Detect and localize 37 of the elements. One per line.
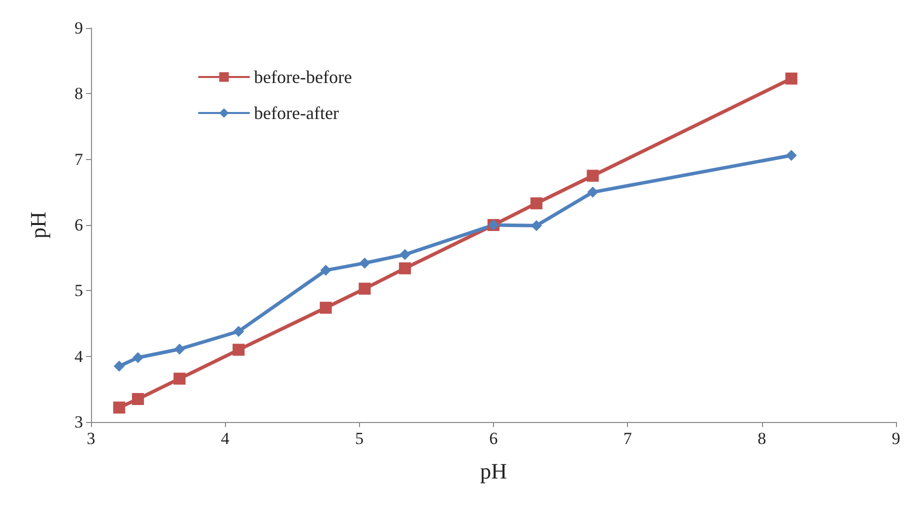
point (174, 344, 186, 355)
point (530, 197, 542, 210)
x-axis-title: pH (480, 458, 508, 484)
y-tick-label: 7 (74, 150, 84, 169)
point (785, 72, 798, 85)
point (132, 352, 144, 364)
point (113, 402, 126, 414)
point (132, 393, 144, 406)
point (320, 302, 332, 314)
x-tick-label: 3 (86, 429, 96, 448)
x-tick-label: 5 (355, 429, 364, 448)
y-tick-label: 3 (74, 412, 83, 432)
y-tick-label: 8 (74, 84, 83, 104)
point (174, 372, 186, 385)
point (586, 170, 599, 182)
x-tick-label: 9 (892, 429, 900, 448)
point (399, 249, 410, 260)
x-tick-label: 8 (758, 429, 766, 448)
y-tick-label: 6 (74, 216, 83, 234)
point (398, 262, 411, 274)
legend-label: before-before (254, 67, 352, 87)
point (786, 150, 797, 161)
y-tick-label: 5 (74, 281, 83, 300)
x-tick-label: 6 (489, 429, 498, 448)
point (114, 360, 125, 372)
point (358, 282, 371, 295)
point (233, 326, 244, 337)
point (320, 264, 332, 276)
legend-label: before-after (254, 103, 339, 123)
y-tick-label: 4 (74, 346, 84, 366)
x-tick-label: 4 (220, 429, 230, 448)
point (587, 186, 598, 198)
y-tick-label: 9 (74, 18, 83, 38)
x-tick-label: 7 (623, 429, 632, 448)
point (359, 258, 370, 269)
point (232, 344, 245, 356)
y-axis-title: pH (26, 211, 50, 238)
